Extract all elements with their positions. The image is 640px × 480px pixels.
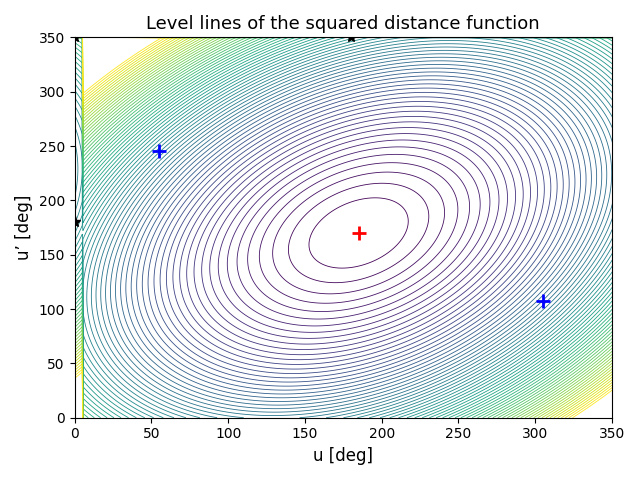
Y-axis label: u’ [deg]: u’ [deg]: [15, 195, 33, 260]
X-axis label: u [deg]: u [deg]: [313, 447, 373, 465]
Title: Level lines of the squared distance function: Level lines of the squared distance func…: [147, 15, 540, 33]
